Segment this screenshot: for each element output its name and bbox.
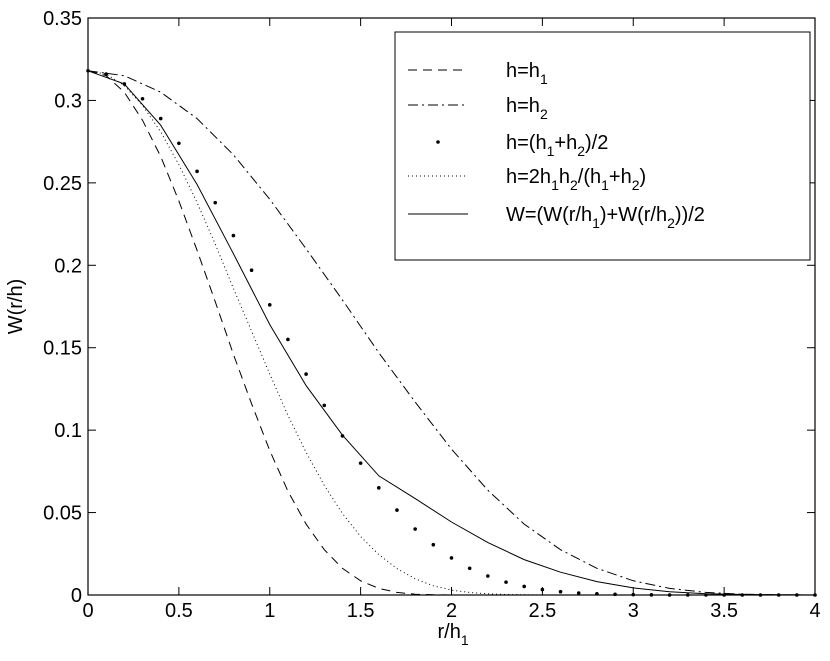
legend-text-part: )+W(r/h (600, 204, 667, 226)
y-tick-label: 0.35 (43, 8, 82, 30)
data-point (449, 556, 454, 560)
data-point (267, 303, 272, 307)
x-tick-label: 2 (446, 600, 457, 622)
data-point (177, 141, 181, 146)
data-point (377, 486, 381, 490)
data-point (649, 593, 654, 597)
data-point (431, 542, 436, 547)
data-point (558, 589, 563, 594)
y-tick-label: 0.3 (54, 90, 82, 112)
x-tick-label: 1 (264, 600, 275, 622)
data-point (195, 169, 199, 174)
x-axis-label: r/h1 (438, 621, 469, 648)
legend-text-part: +h (609, 166, 632, 188)
legend-box (394, 31, 811, 261)
legend-text-part: h=(h (506, 132, 547, 154)
legend-subscript: 1 (551, 177, 559, 193)
y-tick-label: 0.05 (43, 503, 82, 525)
x-axis-label-main: r/h (438, 621, 461, 643)
data-point (685, 593, 690, 597)
x-tick-label: 3.5 (710, 600, 738, 622)
legend-text-part: h (559, 166, 570, 188)
data-point (249, 268, 254, 273)
data-point (286, 337, 290, 342)
legend-subscript: 1 (601, 177, 609, 193)
data-point (413, 527, 417, 531)
legend-label: h=2h1h2/(h1+h2) (506, 166, 646, 193)
legend-text-part: h=h (506, 60, 540, 82)
series-line (87, 70, 579, 596)
legend-text-part: W=(W(r/h (506, 204, 592, 226)
y-axis-label: W(r/h) (5, 279, 27, 335)
legend-subscript: 1 (540, 71, 548, 87)
x-tick-label: 4 (809, 600, 820, 622)
legend-label: h=(h1+h2)/2 (506, 132, 608, 159)
legend-label: W=(W(r/h1)+W(r/h2))/2 (506, 204, 705, 231)
legend-text-part: )/2 (585, 132, 608, 154)
x-tick-label: 0.5 (165, 600, 193, 622)
data-point (358, 461, 363, 465)
x-tick-label: 1.5 (347, 600, 375, 622)
series-line (87, 70, 452, 596)
series-0 (87, 70, 452, 596)
legend-text-part: ) (640, 166, 647, 188)
series-line (87, 70, 816, 596)
y-tick-label: 0.15 (43, 338, 82, 360)
legend-subscript: 2 (632, 177, 640, 193)
data-point (667, 593, 672, 597)
data-point (158, 116, 163, 121)
data-point (304, 372, 308, 376)
data-point (522, 584, 526, 589)
legend-subscript: 2 (577, 143, 585, 159)
data-point (104, 72, 108, 76)
data-point (595, 592, 599, 596)
legend-text-part: ))/2 (675, 204, 705, 226)
x-tick-label: 3 (628, 600, 639, 622)
legend-text-part: h=2h (506, 166, 551, 188)
legend-text-part: h=h (506, 95, 540, 117)
data-point (576, 591, 581, 595)
data-point (540, 587, 545, 592)
series-3 (87, 70, 579, 596)
legend-label: h=h2 (506, 95, 548, 122)
data-point (467, 566, 472, 571)
x-tick-label: 2.5 (528, 600, 556, 622)
series-4 (87, 70, 816, 596)
x-tick-label: 0 (82, 600, 93, 622)
x-axis-label-subscript: 1 (461, 632, 469, 648)
data-point (213, 200, 218, 205)
legend-subscript: 2 (570, 177, 578, 193)
y-tick-label: 0.2 (54, 255, 82, 277)
axis-ticks: 0 0.5 1 1.5 2 2.5 3 3.5 4 0 0.05 0.1 0.15 0.2 0.25 0.3 0… (43, 8, 821, 622)
legend-text-part: /(h (578, 166, 601, 188)
data-point (631, 592, 636, 597)
legend-label: h=h1 (506, 60, 548, 87)
series-line (87, 70, 816, 596)
data-point (140, 96, 145, 101)
legend-subscript: 1 (547, 143, 555, 159)
legend-subscript: 1 (592, 215, 600, 231)
series-layer (86, 68, 817, 597)
series-1 (87, 70, 816, 596)
y-tick-label: 0.1 (54, 420, 82, 442)
legend-subscript: 2 (540, 106, 548, 122)
y-tick-label: 0 (71, 585, 82, 607)
data-point (395, 508, 399, 512)
legend: h=h1h=h2h=(h1+h2)/2h=2h1h2/(h1+h2)W=(W(r… (394, 31, 811, 261)
legend-swatch (436, 140, 440, 144)
data-point (231, 233, 236, 238)
data-point (486, 574, 490, 578)
data-point (322, 403, 327, 408)
legend-text-part: +h (554, 132, 577, 154)
legend-subscript: 2 (667, 215, 675, 231)
data-point (504, 580, 508, 584)
data-point (613, 592, 617, 597)
y-tick-label: 0.25 (43, 173, 82, 195)
